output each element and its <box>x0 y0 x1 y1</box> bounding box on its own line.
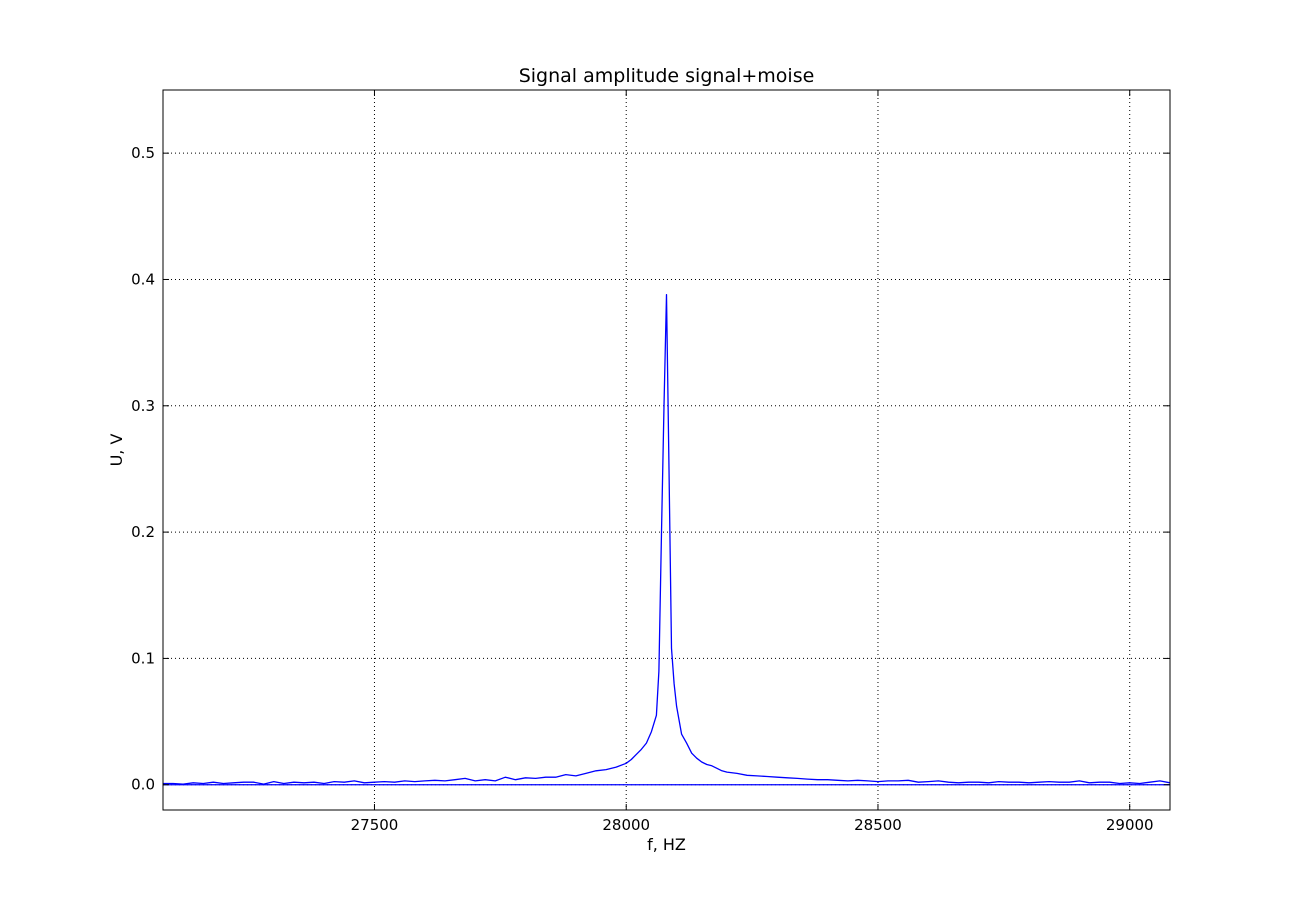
x-tick-label: 27500 <box>351 816 399 834</box>
x-tick-label: 29000 <box>1106 816 1154 834</box>
x-tick-label: 28000 <box>602 816 650 834</box>
y-tick-label: 0.0 <box>131 776 155 794</box>
y-tick-label: 0.2 <box>131 523 155 541</box>
tick-labels: 27500 28000 28500 29000 0.0 0.1 0.2 0.3 0.4 0.5 <box>131 144 1153 834</box>
x-tick-label: 28500 <box>854 816 902 834</box>
x-axis-label: f, HZ <box>647 835 686 854</box>
plot-frame <box>162 89 1171 811</box>
y-tick-label: 0.5 <box>131 144 155 162</box>
series-line <box>163 293 1171 785</box>
y-axis-label: U, V <box>107 434 126 467</box>
grid-lines <box>163 90 1170 810</box>
axis-ticks <box>163 90 1170 810</box>
y-tick-label: 0.1 <box>131 649 155 667</box>
series-layer <box>163 293 1171 785</box>
y-tick-label: 0.3 <box>131 397 155 415</box>
y-tick-label: 0.4 <box>131 270 155 288</box>
chart-title: Signal amplitude signal+moise <box>519 65 815 87</box>
